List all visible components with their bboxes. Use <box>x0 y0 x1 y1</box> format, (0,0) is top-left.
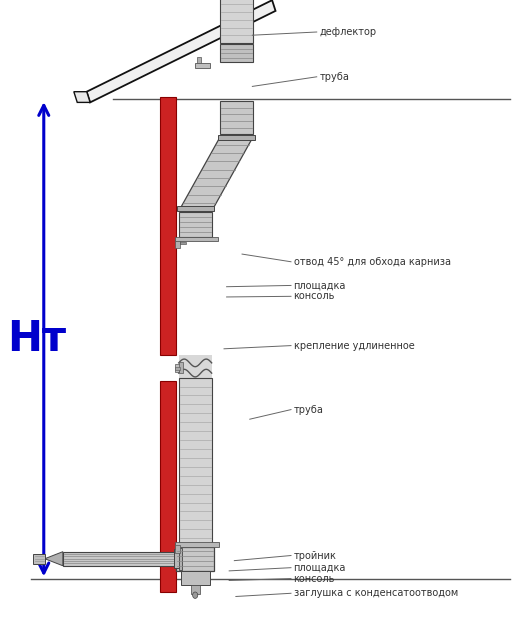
Text: площадка: площадка <box>294 563 346 573</box>
Bar <box>177 206 214 211</box>
Bar <box>218 135 255 140</box>
Bar <box>220 44 253 62</box>
Text: площадка: площадка <box>294 280 346 291</box>
Bar <box>195 63 210 68</box>
Bar <box>175 545 180 553</box>
Text: труба: труба <box>319 72 349 82</box>
Polygon shape <box>179 136 253 211</box>
Bar <box>160 381 176 592</box>
Polygon shape <box>74 92 90 102</box>
Bar <box>175 241 180 248</box>
Text: дефлектор: дефлектор <box>319 27 376 37</box>
Text: заглушка с конденсатоотводом: заглушка с конденсатоотводом <box>294 588 458 598</box>
Bar <box>175 367 180 370</box>
Bar <box>197 57 201 63</box>
Text: крепление удлиненное: крепление удлиненное <box>294 340 414 351</box>
Bar <box>160 97 176 355</box>
Bar <box>180 242 186 244</box>
Text: тройник: тройник <box>294 550 336 561</box>
Bar <box>220 0 253 43</box>
Bar <box>179 355 212 381</box>
Text: отвод 45° для обхода карниза: отвод 45° для обхода карниза <box>294 257 451 268</box>
Bar <box>176 547 214 571</box>
Bar <box>33 554 45 564</box>
Circle shape <box>193 592 198 598</box>
Bar <box>175 364 182 372</box>
Text: Нт: Нт <box>8 318 66 360</box>
Polygon shape <box>87 0 276 102</box>
Bar <box>63 552 176 566</box>
Bar <box>179 548 182 570</box>
Text: консоль: консоль <box>294 291 335 301</box>
Bar <box>175 542 219 547</box>
Bar <box>175 237 218 241</box>
Bar <box>179 212 212 237</box>
Text: консоль: консоль <box>294 573 335 584</box>
Bar <box>179 362 183 373</box>
Polygon shape <box>45 552 63 566</box>
Bar <box>179 378 212 547</box>
Bar <box>181 571 210 585</box>
Text: труба: труба <box>294 404 323 415</box>
Bar <box>174 549 180 568</box>
Bar <box>220 101 253 134</box>
Bar <box>191 585 200 594</box>
